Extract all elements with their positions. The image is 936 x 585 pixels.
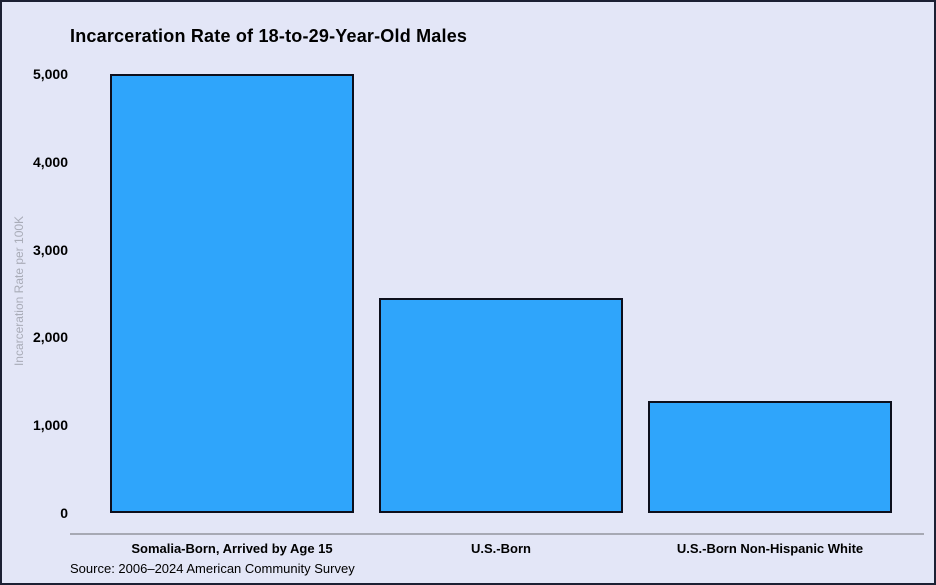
x-category-label: U.S.-Born Non-Hispanic White bbox=[676, 541, 864, 556]
source-note: Source: 2006–2024 American Community Sur… bbox=[70, 561, 355, 576]
x-category-label: U.S.-Born bbox=[471, 541, 531, 556]
chart-title: Incarceration Rate of 18-to-29-Year-Old … bbox=[70, 26, 468, 46]
x-category-label: Somalia-Born, Arrived by Age 15 bbox=[131, 541, 333, 556]
bar-u-s-born-non-hispanic-white bbox=[648, 401, 892, 513]
y-tick-label: 4,000 bbox=[32, 153, 68, 170]
bar-u-s-born bbox=[379, 298, 623, 513]
x-axis-line bbox=[70, 533, 924, 535]
bar-somalia-born-arrived-by-age-15 bbox=[110, 74, 354, 513]
y-tick-label: 2,000 bbox=[32, 329, 68, 346]
y-tick-label: 1,000 bbox=[32, 417, 68, 434]
y-tick-label: 0 bbox=[60, 505, 68, 521]
y-tick-label: 5,000 bbox=[32, 66, 68, 82]
y-tick-label: 3,000 bbox=[32, 241, 68, 258]
y-axis-label: Incarceration Rate per 100K bbox=[12, 215, 26, 367]
